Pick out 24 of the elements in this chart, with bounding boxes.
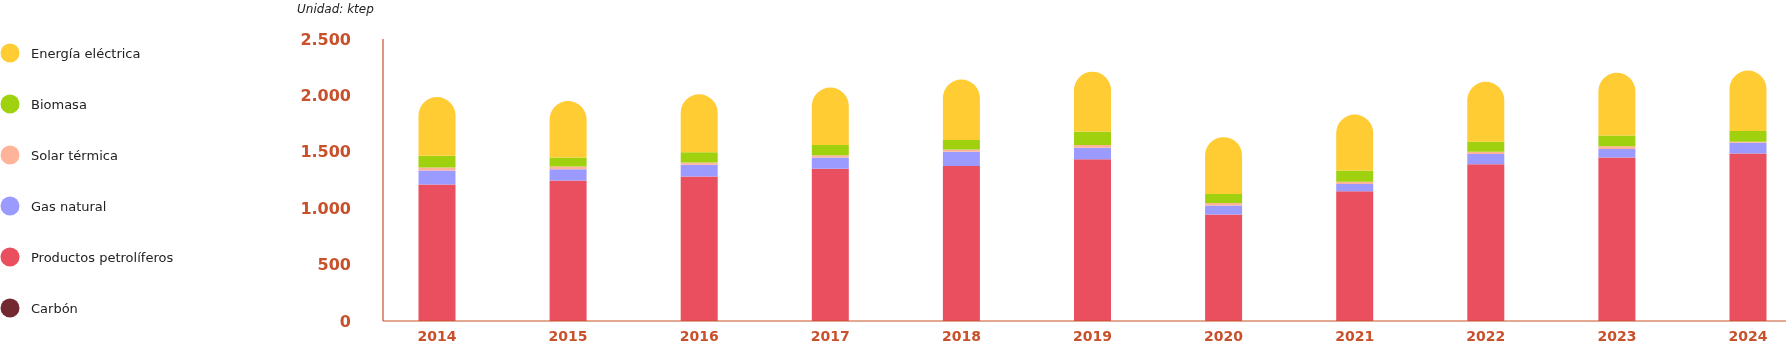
y-tick-label: 2.500 <box>300 29 351 49</box>
x-tick-label: 2021 <box>1335 328 1375 344</box>
legend-label: Biomasa <box>31 96 87 112</box>
y-tick-label: 500 <box>317 255 351 275</box>
y-tick-label: 1.500 <box>300 142 351 162</box>
x-tick-label: 2015 <box>548 328 588 344</box>
y-axis-title: Unidad: ktep <box>297 2 375 16</box>
y-tick-label: 1.000 <box>300 198 351 218</box>
x-tick-label: 2016 <box>679 328 719 344</box>
x-tick-label: 2017 <box>810 328 850 344</box>
legend-label: Solar térmica <box>31 147 118 163</box>
y-tick-label: 2.000 <box>300 86 351 105</box>
x-tick-label: 2023 <box>1597 328 1637 344</box>
x-tick-label: 2019 <box>1073 328 1112 344</box>
x-tick-label: 2014 <box>417 328 457 344</box>
x-tick-label: 2022 <box>1466 328 1506 344</box>
legend-label: Energía eléctrica <box>31 45 141 61</box>
x-tick-label: 2018 <box>941 328 981 344</box>
x-tick-label: 2024 <box>1728 328 1768 344</box>
x-tick-label: 2020 <box>1204 328 1244 344</box>
legend-label: Gas natural <box>31 198 107 214</box>
legend-label: Productos petrolíferos <box>31 249 174 265</box>
y-tick-label: 0 <box>339 311 351 331</box>
legend-label: Carbón <box>31 300 78 316</box>
